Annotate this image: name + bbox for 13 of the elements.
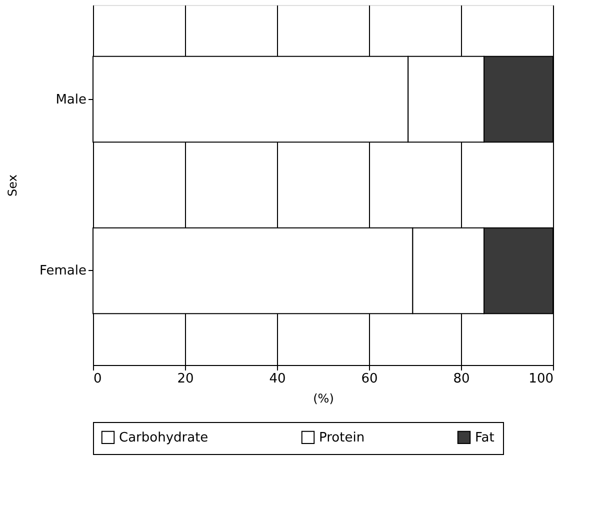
legend-label: Protein [319,430,365,446]
x-tick-label: 20 [177,372,194,386]
legend-label: Carbohydrate [119,430,208,446]
x-tick-label: 40 [269,372,286,386]
x-tick-label: 100 [528,372,554,386]
x-tick-label: 0 [94,372,102,386]
y-axis-title: Sex [5,174,20,196]
y-tick-label: Male [56,92,86,108]
legend-label: Fat [475,430,494,446]
x-tick-label: 60 [361,372,378,386]
x-axis-title: (%) [313,392,334,406]
x-tick-label: 80 [453,372,470,386]
y-tick-label: Female [39,264,86,279]
